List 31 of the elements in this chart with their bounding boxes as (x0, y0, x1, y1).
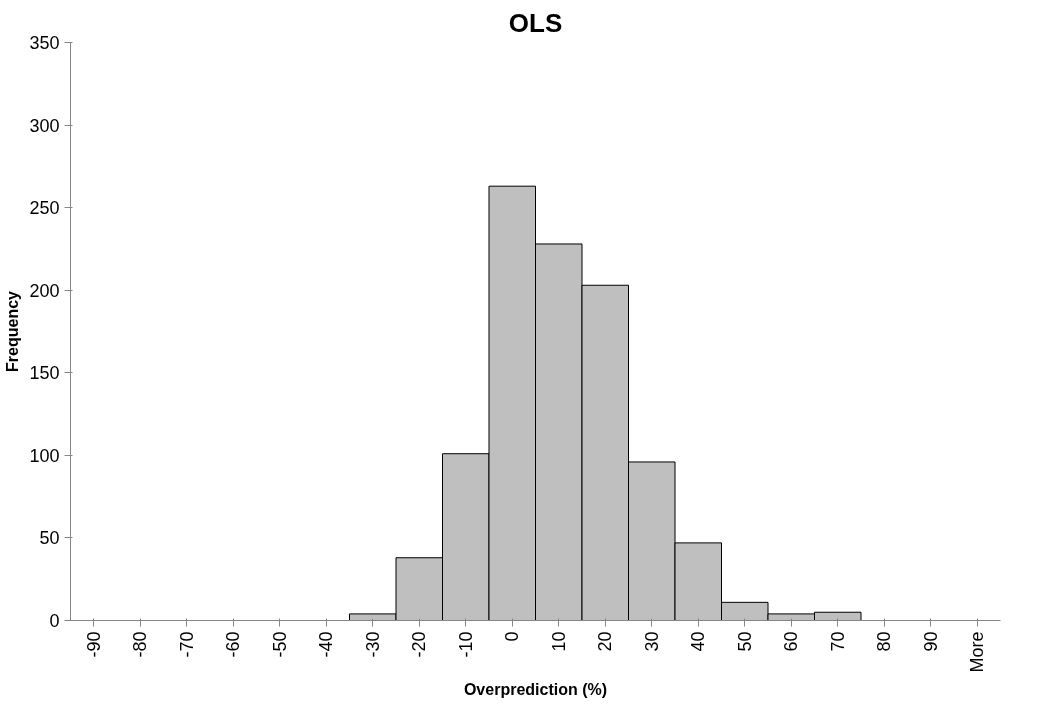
y-tick-label: 300 (29, 115, 60, 136)
x-tick-label: 10 (548, 631, 569, 652)
x-tick-label: -70 (176, 631, 197, 658)
x-tick-label: -40 (316, 631, 337, 658)
chart-title: OLS (508, 7, 563, 38)
x-tick-label: 80 (874, 631, 895, 652)
x-tick-label: -90 (83, 631, 104, 658)
x-tick-label: 90 (920, 631, 941, 652)
x-tick-label: 70 (827, 631, 848, 652)
y-tick-label: 250 (29, 198, 60, 219)
x-tick-label: 30 (641, 631, 662, 652)
x-tick-label: -10 (455, 631, 476, 658)
x-tick-label: -60 (223, 631, 244, 658)
y-tick-label: 200 (29, 280, 60, 301)
x-tick-label: 40 (688, 631, 709, 652)
x-tick-label: More (967, 631, 988, 673)
y-tick-label: 350 (29, 33, 60, 53)
x-tick-label: 50 (734, 631, 755, 652)
x-tick-label: -20 (409, 631, 430, 658)
x-tick-label: 0 (502, 631, 523, 642)
x-tick-label: -80 (130, 631, 151, 658)
y-tick-label: 50 (39, 528, 60, 549)
x-tick-label: -30 (362, 631, 383, 658)
y-tick-label: 150 (29, 363, 60, 384)
x-axis-title: Overprediction (%) (463, 680, 608, 698)
x-tick-label: -50 (269, 631, 290, 658)
x-tick-label: 20 (595, 631, 616, 652)
x-tick-label: 60 (781, 631, 802, 652)
y-tick-label: 0 (49, 611, 60, 631)
y-tick-label: 100 (29, 445, 60, 466)
y-axis-title: Frequency (4, 290, 22, 372)
